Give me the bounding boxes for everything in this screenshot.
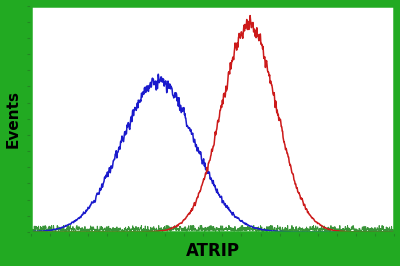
X-axis label: ATRIP: ATRIP <box>186 242 240 260</box>
Y-axis label: Events: Events <box>6 90 20 148</box>
